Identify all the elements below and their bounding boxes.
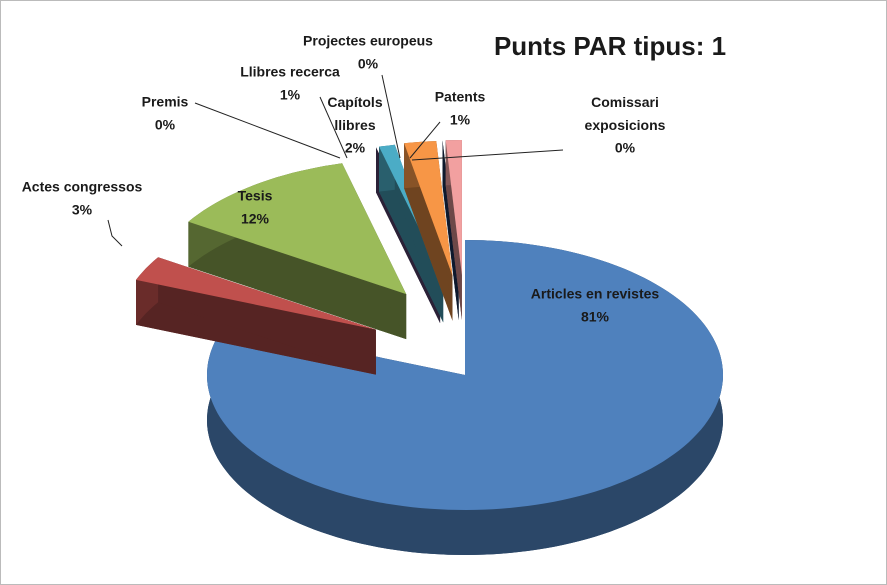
slice-value-label: 12% <box>241 211 270 227</box>
slice <box>188 163 407 295</box>
slice-value-label: 0% <box>358 56 379 72</box>
leader-line <box>194 102 341 159</box>
slice-value-label: 0% <box>615 140 636 156</box>
slice-wall <box>379 146 444 323</box>
slice-value-label: 1% <box>280 87 301 103</box>
slice <box>207 240 723 510</box>
chart-title: Punts PAR tipus: 1 <box>494 31 726 61</box>
slice <box>445 140 462 275</box>
slice-value-label: 81% <box>581 309 610 325</box>
slice-value-label: 3% <box>72 202 93 218</box>
slice-label: Actes congressos <box>22 179 143 195</box>
leader-line <box>411 149 564 161</box>
slice-value-label: 1% <box>450 112 471 128</box>
slice-label: Patents <box>435 89 486 105</box>
slice-label: Llibres recerca <box>240 64 340 80</box>
leader-line <box>409 121 441 159</box>
slice-wall <box>188 221 407 340</box>
slice-wall <box>445 140 462 320</box>
slice-label: Tesis <box>238 188 273 204</box>
pie <box>136 140 723 555</box>
slice-value-label: 0% <box>155 117 176 133</box>
slice-label: Comissari exposicions <box>585 94 666 133</box>
slice <box>404 141 453 276</box>
slice-label: Capítols llibres <box>327 94 382 133</box>
slice-label: Articles en revistes <box>531 286 660 302</box>
slice-wall <box>404 143 453 321</box>
slice-label: Projectes europeus <box>303 33 433 49</box>
leader-line <box>107 219 123 247</box>
labels: Articles en revistes 81% Actes congressos 3… <box>22 33 666 325</box>
leader-line <box>319 96 348 159</box>
leader-line <box>381 74 401 159</box>
slice-label: Premis <box>142 94 189 110</box>
slice-value-label: 2% <box>345 140 366 156</box>
slice <box>136 257 376 330</box>
